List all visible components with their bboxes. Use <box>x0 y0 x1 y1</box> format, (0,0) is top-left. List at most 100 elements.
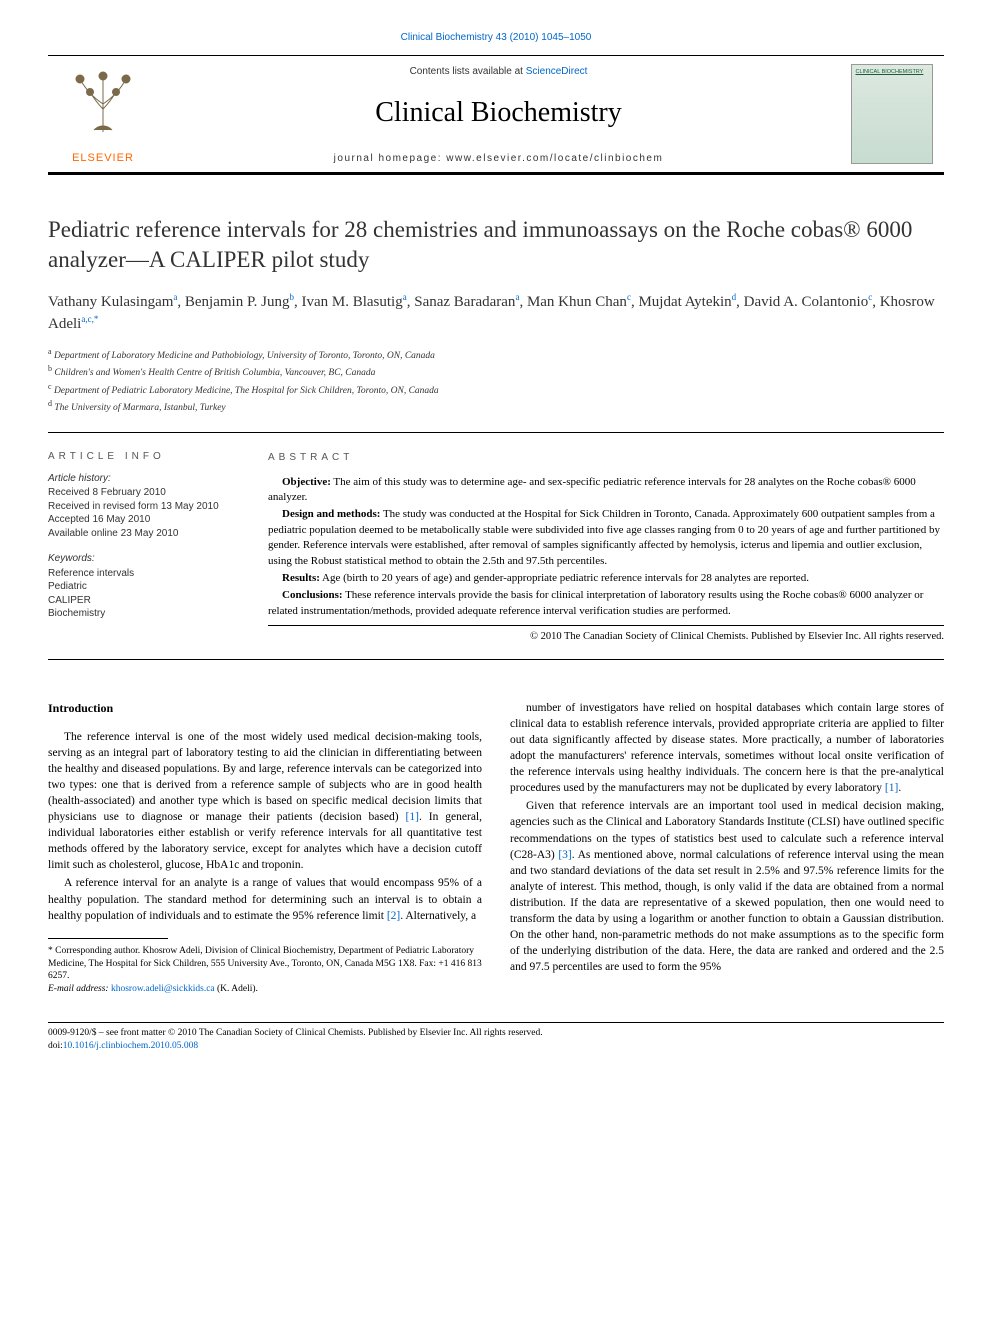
history-label: Article history: <box>48 472 244 486</box>
affil-key: b <box>48 364 52 373</box>
abstract-label: Conclusions: <box>282 589 343 601</box>
journal-homepage: journal homepage: www.elsevier.com/locat… <box>334 153 664 164</box>
footnotes: * Corresponding author. Khosrow Adeli, D… <box>48 945 482 996</box>
affil-key: d <box>48 399 52 408</box>
cover-thumb-block: CLINICAL BIOCHEMISTRY <box>839 56 944 172</box>
masthead: ELSEVIER Contents lists available at Sci… <box>48 55 944 175</box>
article-info: article info Article history: Received 8… <box>48 451 268 645</box>
author-affil-sup: c <box>627 292 631 302</box>
author-affil-sup: d <box>732 292 737 302</box>
contents-list-line: Contents lists available at ScienceDirec… <box>410 66 588 77</box>
author: Vathany Kulasingam <box>48 294 173 310</box>
affil-text: Department of Pediatric Laboratory Medic… <box>54 386 439 396</box>
abstract-text: The aim of this study was to determine a… <box>268 476 916 503</box>
publisher-block: ELSEVIER <box>48 56 158 172</box>
affil-text: Department of Laboratory Medicine and Pa… <box>54 351 435 361</box>
ref-link[interactable]: [2] <box>387 910 400 922</box>
history-item: Available online 23 May 2010 <box>48 527 244 541</box>
author-affil-sup: a,c, <box>81 314 94 324</box>
affil-key: a <box>48 347 52 356</box>
sciencedirect-link[interactable]: ScienceDirect <box>526 66 588 77</box>
email-label: E-mail address: <box>48 984 111 994</box>
affil-text: Children's and Women's Health Centre of … <box>54 368 375 378</box>
abstract-para: Results: Age (birth to 20 years of age) … <box>268 571 944 586</box>
abstract-separator <box>268 625 944 626</box>
abstract-para: Conclusions: These reference intervals p… <box>268 588 944 619</box>
email-link[interactable]: khosrow.adeli@sickkids.ca <box>111 984 215 994</box>
abstract-copyright: © 2010 The Canadian Society of Clinical … <box>268 630 944 645</box>
elsevier-tree-icon <box>68 64 138 134</box>
history-item: Received in revised form 13 May 2010 <box>48 500 244 514</box>
author-list: Vathany Kulasingama, Benjamin P. Jungb, … <box>48 291 944 336</box>
keyword: Reference intervals <box>48 567 244 581</box>
info-abstract-row: article info Article history: Received 8… <box>48 433 944 660</box>
footnote-separator <box>48 938 168 939</box>
journal-citation-link[interactable]: Clinical Biochemistry 43 (2010) 1045–105… <box>48 32 944 43</box>
affiliation: d The University of Marmara, Istanbul, T… <box>48 398 944 415</box>
keyword: Biochemistry <box>48 607 244 621</box>
page: Clinical Biochemistry 43 (2010) 1045–105… <box>0 0 992 1093</box>
article-history-block: Article history: Received 8 February 201… <box>48 472 244 541</box>
corresponding-author-note: * Corresponding author. Khosrow Adeli, D… <box>48 945 482 983</box>
keywords-block: Keywords: Reference intervals Pediatric … <box>48 552 244 621</box>
contents-prefix: Contents lists available at <box>410 66 526 77</box>
body-column-right: number of investigators have relied on h… <box>510 700 944 996</box>
body-paragraph: The reference interval is one of the mos… <box>48 729 482 874</box>
affil-key: c <box>48 382 52 391</box>
ref-link[interactable]: [3] <box>558 849 571 861</box>
body-paragraph: Given that reference intervals are an im… <box>510 798 944 975</box>
journal-title: Clinical Biochemistry <box>375 97 622 129</box>
abstract-para: Design and methods: The study was conduc… <box>268 507 944 569</box>
abstract-para: Objective: The aim of this study was to … <box>268 475 944 506</box>
corr-text: Corresponding author. Khosrow Adeli, Div… <box>48 946 482 982</box>
section-heading-introduction: Introduction <box>48 700 482 717</box>
author-affil-sup: a <box>515 292 519 302</box>
keyword: CALIPER <box>48 594 244 608</box>
author: Mujdat Aytekin <box>638 294 731 310</box>
publisher-name: ELSEVIER <box>72 152 134 164</box>
abstract-label: Objective: <box>282 476 331 488</box>
affiliations: a Department of Laboratory Medicine and … <box>48 346 944 433</box>
author-affil-sup: c <box>868 292 872 302</box>
doi-link[interactable]: 10.1016/j.clinbiochem.2010.05.008 <box>63 1041 198 1051</box>
body-columns: Introduction The reference interval is o… <box>48 700 944 996</box>
footer-doi-line: doi:10.1016/j.clinbiochem.2010.05.008 <box>48 1040 944 1053</box>
body-column-left: Introduction The reference interval is o… <box>48 700 482 996</box>
affiliation: c Department of Pediatric Laboratory Med… <box>48 381 944 398</box>
author: Benjamin P. Jung <box>185 294 290 310</box>
abstract-heading: abstract <box>268 451 944 465</box>
author-affil-sup: b <box>289 292 294 302</box>
page-footer: 0009-9120/$ – see front matter © 2010 Th… <box>48 1022 944 1053</box>
article-info-heading: article info <box>48 451 244 462</box>
footer-copyright: 0009-9120/$ – see front matter © 2010 Th… <box>48 1027 944 1040</box>
ref-link[interactable]: [1] <box>885 782 898 794</box>
email-suffix: (K. Adeli). <box>215 984 258 994</box>
abstract-label: Results: <box>282 572 320 584</box>
journal-cover-thumbnail: CLINICAL BIOCHEMISTRY <box>851 64 933 164</box>
cover-thumb-label: CLINICAL BIOCHEMISTRY <box>856 69 928 75</box>
author: Sanaz Baradaran <box>414 294 515 310</box>
corresponding-star-icon[interactable]: * <box>94 314 99 324</box>
article-title: Pediatric reference intervals for 28 che… <box>48 215 944 275</box>
body-paragraph: number of investigators have relied on h… <box>510 700 944 797</box>
affiliation: b Children's and Women's Health Centre o… <box>48 363 944 380</box>
author: David A. Colantonio <box>744 294 869 310</box>
masthead-center: Contents lists available at ScienceDirec… <box>158 56 839 172</box>
history-item: Received 8 February 2010 <box>48 486 244 500</box>
body-paragraph: A reference interval for an analyte is a… <box>48 875 482 923</box>
email-line: E-mail address: khosrow.adeli@sickkids.c… <box>48 983 482 996</box>
history-item: Accepted 16 May 2010 <box>48 513 244 527</box>
keyword: Pediatric <box>48 580 244 594</box>
abstract: abstract Objective: The aim of this stud… <box>268 451 944 645</box>
abstract-text: Age (birth to 20 years of age) and gende… <box>320 572 809 584</box>
keywords-label: Keywords: <box>48 552 244 566</box>
author: Man Khun Chan <box>527 294 627 310</box>
doi-prefix: doi: <box>48 1041 63 1051</box>
abstract-text: These reference intervals provide the ba… <box>268 589 923 616</box>
abstract-label: Design and methods: <box>282 508 380 520</box>
ref-link[interactable]: [1] <box>406 811 419 823</box>
author: Ivan M. Blasutig <box>301 294 402 310</box>
author-affil-sup: a <box>173 292 177 302</box>
affiliation: a Department of Laboratory Medicine and … <box>48 346 944 363</box>
author-affil-sup: a <box>403 292 407 302</box>
